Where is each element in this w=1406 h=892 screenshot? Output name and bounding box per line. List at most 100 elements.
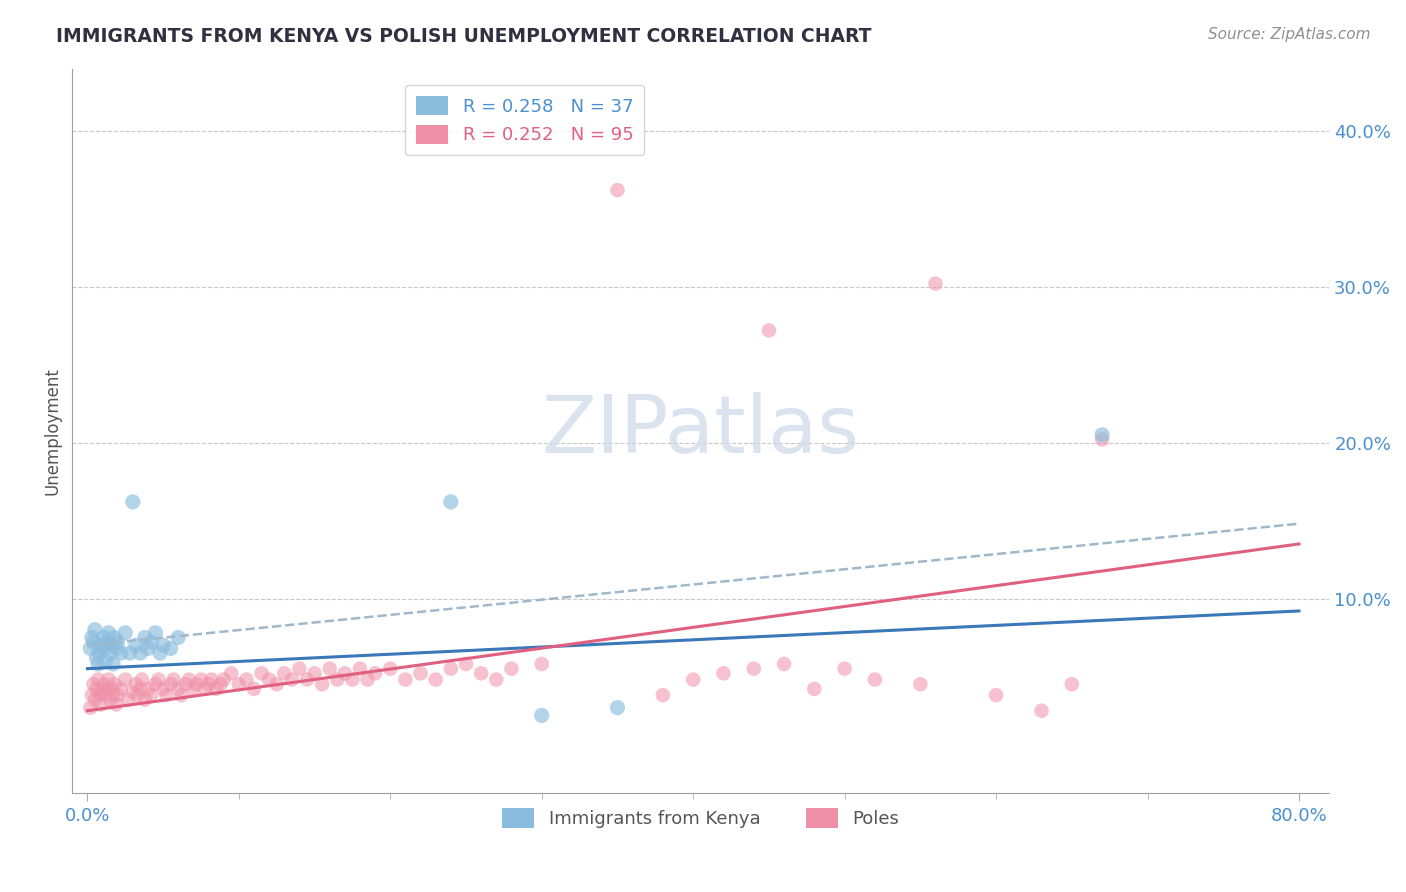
Point	[94, 654, 117, 668]
Point	[194, 681, 217, 696]
Point	[333, 666, 356, 681]
Point	[863, 673, 886, 687]
Point	[110, 646, 132, 660]
Point	[145, 625, 167, 640]
Point	[530, 657, 553, 671]
Point	[91, 685, 114, 699]
Point	[425, 673, 447, 687]
Point	[87, 673, 110, 687]
Point	[97, 625, 120, 640]
Point	[197, 677, 219, 691]
Point	[266, 677, 288, 691]
Point	[114, 673, 136, 687]
Point	[167, 681, 190, 696]
Point	[80, 631, 103, 645]
Point	[200, 673, 222, 687]
Point	[713, 666, 735, 681]
Point	[235, 673, 257, 687]
Point	[145, 677, 167, 691]
Text: ZIPatlas: ZIPatlas	[541, 392, 860, 470]
Point	[273, 666, 295, 681]
Point	[87, 657, 110, 671]
Point	[105, 698, 128, 712]
Point	[318, 662, 340, 676]
Point	[94, 688, 117, 702]
Point	[101, 657, 124, 671]
Point	[1091, 433, 1114, 447]
Point	[139, 688, 162, 702]
Point	[326, 673, 349, 687]
Point	[257, 673, 280, 687]
Point	[91, 641, 114, 656]
Point	[97, 673, 120, 687]
Point	[440, 495, 463, 509]
Point	[910, 677, 932, 691]
Point	[183, 681, 205, 696]
Point	[149, 646, 172, 660]
Point	[80, 688, 103, 702]
Point	[136, 641, 159, 656]
Point	[311, 677, 333, 691]
Point	[530, 708, 553, 723]
Point	[86, 681, 108, 696]
Point	[924, 277, 946, 291]
Point	[131, 673, 153, 687]
Point	[212, 673, 235, 687]
Point	[219, 666, 242, 681]
Point	[394, 673, 416, 687]
Point	[82, 677, 104, 691]
Point	[803, 681, 825, 696]
Point	[84, 693, 107, 707]
Point	[98, 646, 121, 660]
Point	[159, 677, 181, 691]
Point	[304, 666, 326, 681]
Point	[79, 641, 101, 656]
Text: Source: ZipAtlas.com: Source: ZipAtlas.com	[1208, 27, 1371, 42]
Point	[170, 688, 193, 702]
Point	[984, 688, 1007, 702]
Point	[742, 662, 765, 676]
Point	[129, 681, 152, 696]
Point	[1031, 704, 1053, 718]
Point	[104, 677, 127, 691]
Point	[682, 673, 704, 687]
Point	[148, 673, 170, 687]
Point	[86, 650, 108, 665]
Point	[89, 646, 111, 660]
Point	[243, 681, 266, 696]
Point	[79, 700, 101, 714]
Point	[190, 673, 212, 687]
Point	[606, 700, 628, 714]
Point	[349, 662, 371, 676]
Point	[125, 638, 148, 652]
Point	[606, 183, 628, 197]
Point	[134, 631, 156, 645]
Point	[295, 673, 318, 687]
Point	[155, 688, 177, 702]
Point	[250, 666, 273, 681]
Point	[380, 662, 402, 676]
Point	[117, 693, 139, 707]
Point	[834, 662, 856, 676]
Point	[152, 638, 174, 652]
Point	[409, 666, 432, 681]
Text: IMMIGRANTS FROM KENYA VS POLISH UNEMPLOYMENT CORRELATION CHART: IMMIGRANTS FROM KENYA VS POLISH UNEMPLOY…	[56, 27, 872, 45]
Point	[93, 677, 115, 691]
Point	[758, 323, 780, 337]
Point	[356, 673, 378, 687]
Point	[121, 685, 143, 699]
Point	[159, 641, 181, 656]
Point	[93, 631, 115, 645]
Point	[136, 681, 159, 696]
Point	[288, 662, 311, 676]
Point	[127, 688, 149, 702]
Point	[364, 666, 387, 681]
Point	[114, 625, 136, 640]
Point	[90, 638, 112, 652]
Point	[281, 673, 304, 687]
Point	[125, 677, 148, 691]
Point	[100, 681, 122, 696]
Point	[454, 657, 477, 671]
Point	[1060, 677, 1083, 691]
Point	[440, 662, 463, 676]
